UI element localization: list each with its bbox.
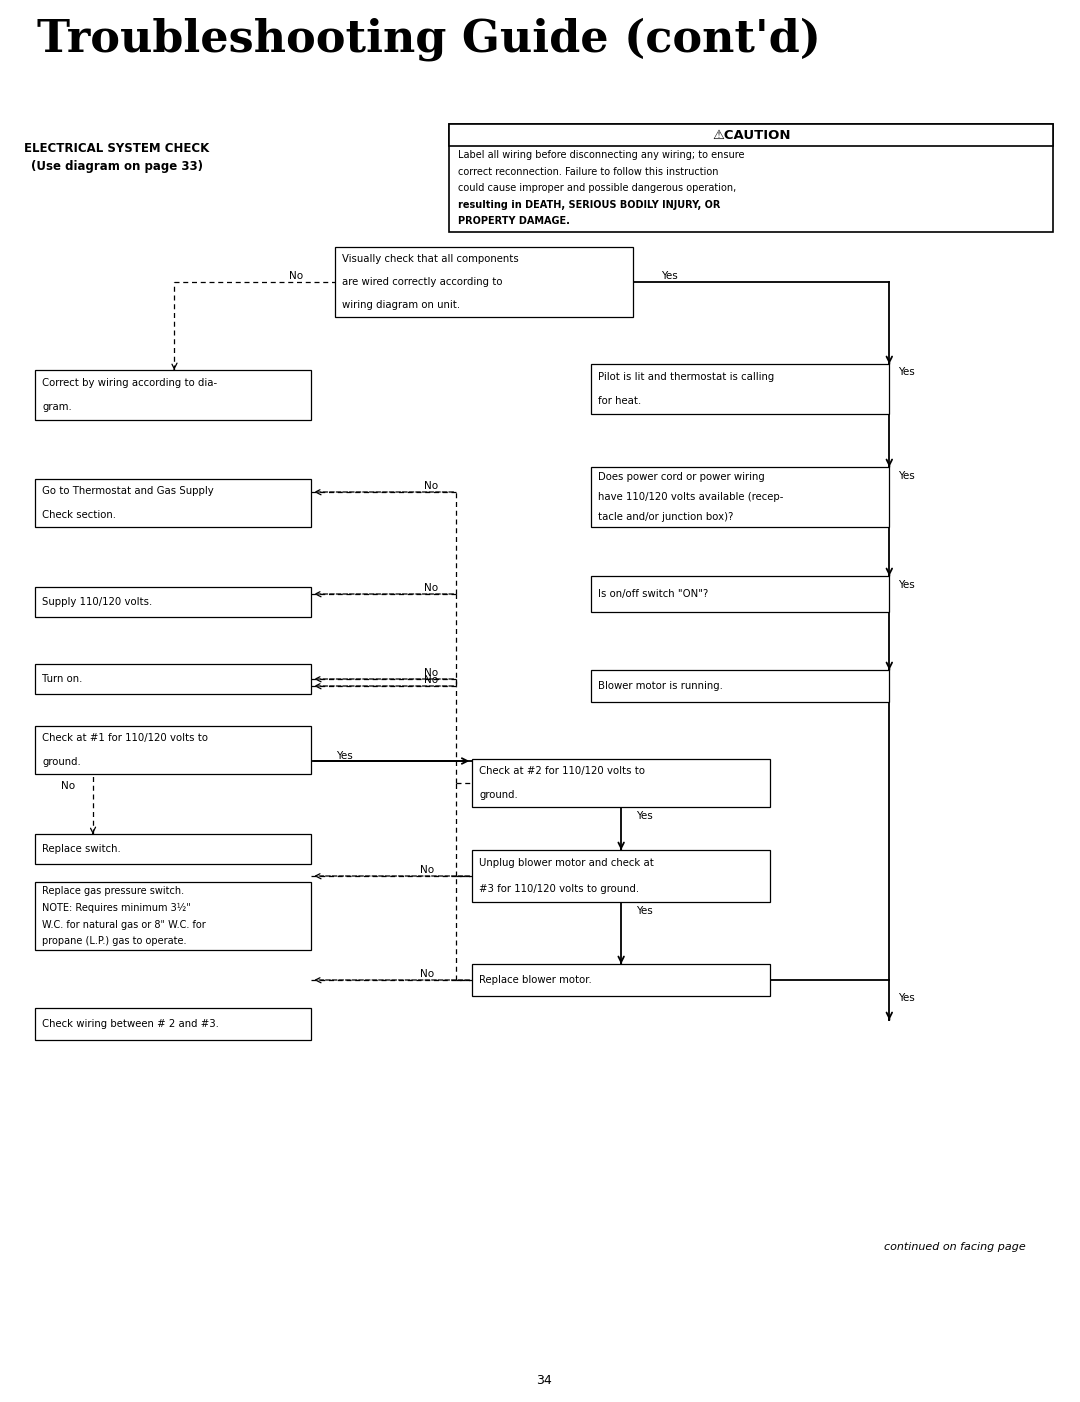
FancyBboxPatch shape — [36, 1008, 311, 1040]
Text: tacle and/or junction box)?: tacle and/or junction box)? — [598, 512, 733, 522]
Text: No: No — [424, 667, 438, 679]
FancyBboxPatch shape — [36, 882, 311, 951]
Text: Go to Thermostat and Gas Supply: Go to Thermostat and Gas Supply — [42, 486, 214, 496]
Text: No: No — [420, 969, 434, 979]
Text: Blower motor is running.: Blower motor is running. — [598, 681, 724, 691]
Text: PROPERTY DAMAGE.: PROPERTY DAMAGE. — [458, 216, 570, 226]
Text: No: No — [420, 865, 434, 875]
FancyBboxPatch shape — [36, 665, 311, 694]
Text: Check at #2 for 110/120 volts to: Check at #2 for 110/120 volts to — [480, 765, 645, 775]
Text: Yes: Yes — [336, 751, 353, 761]
Text: propane (L.P.) gas to operate.: propane (L.P.) gas to operate. — [42, 937, 187, 946]
Text: continued on facing page: continued on facing page — [883, 1242, 1025, 1252]
Text: could cause improper and possible dangerous operation,: could cause improper and possible danger… — [458, 184, 737, 193]
Text: No: No — [424, 674, 438, 686]
Text: are wired correctly according to: are wired correctly according to — [342, 278, 502, 287]
FancyBboxPatch shape — [472, 965, 770, 995]
Text: Replace switch.: Replace switch. — [42, 844, 121, 854]
Text: ground.: ground. — [480, 789, 518, 801]
Text: No: No — [60, 781, 75, 791]
Text: No: No — [424, 481, 438, 491]
Text: Check at #1 for 110/120 volts to: Check at #1 for 110/120 volts to — [42, 733, 208, 743]
Text: Supply 110/120 volts.: Supply 110/120 volts. — [42, 597, 152, 607]
Text: ⚠CAUTION: ⚠CAUTION — [712, 129, 791, 142]
Text: wiring diagram on unit.: wiring diagram on unit. — [342, 300, 460, 310]
Text: Does power cord or power wiring: Does power cord or power wiring — [598, 472, 765, 482]
Text: Yes: Yes — [899, 367, 915, 377]
Text: ELECTRICAL SYSTEM CHECK: ELECTRICAL SYSTEM CHECK — [24, 142, 210, 156]
FancyBboxPatch shape — [36, 370, 311, 421]
Text: Troubleshooting Guide (cont'd): Troubleshooting Guide (cont'd) — [37, 17, 821, 60]
Text: Check wiring between # 2 and #3.: Check wiring between # 2 and #3. — [42, 1019, 219, 1029]
FancyBboxPatch shape — [335, 247, 633, 317]
Text: Visually check that all components: Visually check that all components — [342, 254, 518, 264]
FancyBboxPatch shape — [592, 670, 889, 702]
Text: 34: 34 — [536, 1374, 552, 1387]
Text: ground.: ground. — [42, 757, 81, 767]
Text: No: No — [424, 583, 438, 593]
Text: NOTE: Requires minimum 3½": NOTE: Requires minimum 3½" — [42, 903, 191, 913]
FancyBboxPatch shape — [472, 850, 770, 901]
FancyBboxPatch shape — [472, 758, 770, 808]
Text: have 110/120 volts available (recep-: have 110/120 volts available (recep- — [598, 492, 784, 502]
FancyBboxPatch shape — [592, 365, 889, 414]
Text: (Use diagram on page 33): (Use diagram on page 33) — [30, 160, 203, 172]
Text: Check section.: Check section. — [42, 510, 117, 520]
Text: Yes: Yes — [636, 810, 652, 822]
Text: Label all wiring before disconnecting any wiring; to ensure: Label all wiring before disconnecting an… — [458, 150, 745, 160]
Text: Unplug blower motor and check at: Unplug blower motor and check at — [480, 858, 654, 868]
FancyBboxPatch shape — [592, 576, 889, 613]
Text: gram.: gram. — [42, 402, 72, 412]
Text: Is on/off switch "ON"?: Is on/off switch "ON"? — [598, 589, 708, 599]
Text: Replace gas pressure switch.: Replace gas pressure switch. — [42, 886, 185, 896]
Text: Yes: Yes — [899, 471, 915, 481]
FancyBboxPatch shape — [36, 587, 311, 617]
Text: Yes: Yes — [899, 580, 915, 590]
Text: #3 for 110/120 volts to ground.: #3 for 110/120 volts to ground. — [480, 885, 639, 894]
FancyBboxPatch shape — [36, 479, 311, 527]
Text: Turn on.: Turn on. — [42, 674, 82, 684]
Text: Correct by wiring according to dia-: Correct by wiring according to dia- — [42, 377, 217, 387]
FancyBboxPatch shape — [36, 834, 311, 864]
Text: No: No — [289, 271, 303, 280]
Text: Yes: Yes — [899, 993, 915, 1002]
Text: W.C. for natural gas or 8" W.C. for: W.C. for natural gas or 8" W.C. for — [42, 920, 206, 930]
Text: resulting in DEATH, SERIOUS BODILY INJURY, OR: resulting in DEATH, SERIOUS BODILY INJUR… — [458, 199, 720, 210]
Text: for heat.: for heat. — [598, 397, 642, 407]
Text: Pilot is lit and thermostat is calling: Pilot is lit and thermostat is calling — [598, 372, 774, 381]
Text: Yes: Yes — [661, 271, 677, 280]
Text: Replace blower motor.: Replace blower motor. — [480, 974, 592, 986]
FancyBboxPatch shape — [449, 123, 1053, 146]
FancyBboxPatch shape — [592, 467, 889, 527]
Text: Yes: Yes — [636, 906, 652, 916]
Text: correct reconnection. Failure to follow this instruction: correct reconnection. Failure to follow … — [458, 167, 719, 177]
FancyBboxPatch shape — [36, 726, 311, 774]
FancyBboxPatch shape — [449, 123, 1053, 231]
